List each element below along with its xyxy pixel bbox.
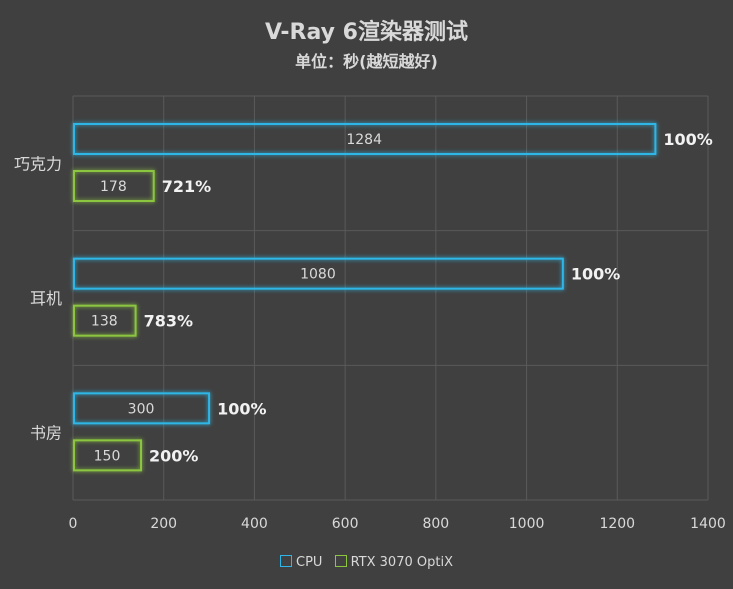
x-tick-label-0: 0 — [69, 516, 78, 532]
legend-item-cpu: CPU — [280, 555, 322, 570]
bar-value-s1-c2: 150 — [94, 448, 121, 464]
bar-s0-c1 — [73, 257, 564, 290]
bar-value-s0-c2: 300 — [128, 401, 155, 417]
bar-percent-s0-c0: 100% — [663, 130, 712, 149]
bar-percent-s1-c0: 721% — [162, 177, 211, 196]
legend-swatch-cpu — [280, 555, 293, 567]
bar-value-s0-c0: 1284 — [346, 132, 382, 148]
bar-s1-c2 — [73, 439, 143, 472]
legend-label-cpu: CPU — [296, 555, 323, 570]
category-label-2: 书房 — [30, 424, 62, 443]
x-tick-label-1200: 1200 — [599, 516, 635, 532]
x-tick-label-600: 600 — [332, 516, 359, 532]
bar-value-s1-c1: 138 — [91, 314, 118, 330]
legend: CPU RTX 3070 OptiX — [0, 555, 733, 570]
bar-s1-c1 — [73, 304, 137, 337]
category-label-1: 耳机 — [30, 289, 62, 308]
x-tick-label-1400: 1400 — [690, 516, 726, 532]
bar-percent-s1-c2: 200% — [149, 446, 198, 465]
x-tick-label-800: 800 — [422, 516, 449, 532]
bar-s0-c0 — [73, 123, 657, 155]
legend-item-gpu: RTX 3070 OptiX — [334, 555, 453, 570]
legend-label-gpu: RTX 3070 OptiX — [350, 555, 453, 570]
chart-subtitle: 单位：秒(越短越好) — [295, 52, 438, 71]
bar-s1-c0 — [73, 170, 155, 202]
bar-value-s1-c0: 178 — [100, 179, 127, 195]
x-tick-label-400: 400 — [241, 516, 268, 532]
bar-s0-c2 — [73, 392, 211, 425]
category-label-0: 巧克力 — [14, 154, 62, 173]
bar-percent-s1-c1: 783% — [144, 312, 193, 331]
chart-title: V-Ray 6渲染器测试 — [265, 20, 468, 45]
x-tick-label-200: 200 — [150, 516, 177, 532]
bar-percent-s0-c1: 100% — [571, 265, 620, 284]
x-tick-label-1000: 1000 — [509, 516, 545, 532]
bar-value-s0-c1: 1080 — [300, 267, 336, 283]
bar-percent-s0-c2: 100% — [217, 399, 266, 418]
legend-swatch-gpu — [334, 555, 347, 567]
